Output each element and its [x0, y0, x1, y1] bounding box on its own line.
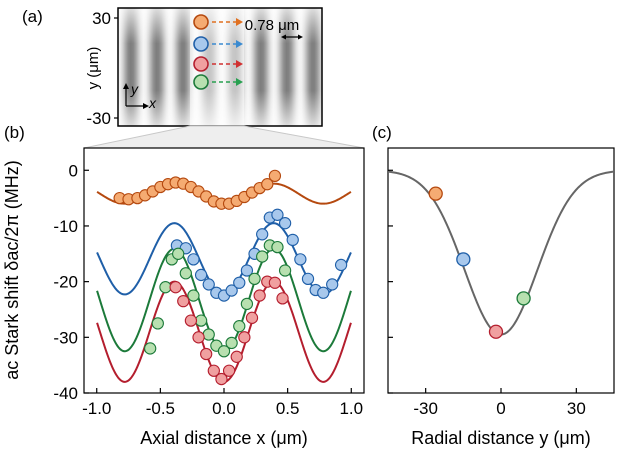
atom-marker-green [193, 74, 243, 90]
data-point-red-4 [200, 347, 213, 361]
atom-arrows [193, 14, 243, 90]
panel-a-label: (a) [22, 7, 43, 26]
data-point-blue-3 [194, 268, 208, 282]
data-point-green-15 [256, 250, 269, 263]
y-tick-label: -30 [53, 328, 78, 347]
data-point-blue-2 [187, 253, 200, 266]
y-tick-label: -10 [53, 217, 78, 236]
panel-a: (a) 30 -30 y (μm) y x 0.78 μm [22, 7, 323, 128]
atom-marker-blue [193, 36, 243, 52]
data-point-blue-7 [225, 284, 238, 297]
data-point-green-17 [271, 240, 284, 254]
data-point-green-8 [202, 328, 215, 341]
atom-marker-red [193, 56, 243, 72]
data-point-orange-20 [268, 169, 282, 182]
x-tick-label: 30 [567, 399, 586, 418]
panel-c-x-axis-title: Radial distance y (μm) [411, 428, 590, 448]
data-point-orange-19 [261, 178, 274, 191]
data-point-green-18 [278, 264, 292, 277]
data-point-red-1 [177, 294, 190, 308]
y-tick-label: -20 [53, 273, 78, 292]
data-point-green-13 [240, 297, 254, 311]
spacing-marker: 0.78 μm [245, 17, 303, 40]
panel-a-yaxis-title: y (μm) [85, 47, 102, 90]
data-point-blue-16 [294, 253, 307, 266]
data-point-green-1 [151, 317, 164, 330]
inset-x-label: x [148, 95, 157, 111]
panel-b-y-axis-title: ac Stark shift δac/2π (MHz) [2, 160, 22, 379]
data-point-red-9 [238, 331, 251, 344]
profile-point-blue [456, 252, 471, 267]
x-tick-label: -1.0 [82, 399, 111, 418]
data-point-red-10 [245, 311, 259, 324]
data-point-red-2 [184, 314, 198, 327]
panel-b: (b) -1.0 -0.5 0.0 0.5 1.0 0 -10 -20 -30 -40 Axia… [2, 123, 365, 448]
panel-c-label: (c) [372, 123, 392, 142]
data-point-green-0 [144, 342, 157, 355]
spacing-label: 0.78 μm [245, 17, 300, 34]
data-point-blue-11 [256, 228, 269, 241]
profile-point-green [516, 291, 531, 306]
zoom-guide [83, 125, 365, 149]
data-point-green-11 [225, 336, 238, 350]
x-tick-label: -0.5 [146, 399, 175, 418]
x-tick-label: 0.5 [276, 399, 300, 418]
fit-curve-blue [96, 222, 352, 296]
data-point-blue-19 [317, 286, 330, 299]
data-point-green-14 [248, 272, 261, 285]
data-point-red-11 [253, 289, 266, 302]
x-tick-label: 0.0 [212, 399, 236, 418]
data-point-red-5 [207, 364, 220, 377]
y-tick-label: 0 [69, 161, 78, 180]
profile-point-orange [428, 186, 443, 201]
data-point-blue-17 [301, 272, 315, 285]
data-point-blue-9 [240, 264, 254, 277]
data-point-blue-8 [233, 276, 246, 289]
data-point-green-7 [194, 314, 208, 327]
inset-axes: y x [123, 81, 157, 111]
data-point-green-12 [233, 320, 246, 333]
atom-marker-orange [193, 14, 243, 30]
data-point-blue-4 [202, 278, 215, 291]
data-point-green-2 [159, 281, 172, 294]
data-point-red-0 [169, 281, 182, 294]
x-tick-label: 1.0 [339, 399, 363, 418]
panel-a-ytick-top: 30 [92, 9, 111, 28]
data-point-red-7 [222, 364, 236, 377]
data-point-green-5 [179, 267, 192, 280]
data-point-red-6 [215, 372, 228, 386]
profile-point-red [488, 324, 504, 339]
data-point-red-14 [276, 292, 289, 305]
y-tick-label: -40 [53, 384, 78, 403]
data-point-green-10 [217, 345, 231, 358]
data-point-green-4 [172, 247, 185, 260]
data-point-red-3 [192, 331, 205, 344]
fringe-image [117, 7, 323, 127]
x-tick-label: -30 [413, 399, 438, 418]
data-point-green-6 [187, 289, 200, 302]
x-tick-label: 0 [496, 399, 505, 418]
data-point-blue-20 [326, 278, 339, 291]
gaussian-profile-curve [388, 170, 614, 336]
data-point-blue-21 [334, 258, 348, 272]
data-point-blue-14 [278, 217, 292, 230]
panel-c: (c) -30 0 30 Radial distance y (μm) [372, 123, 615, 448]
inset-y-label: y [130, 81, 139, 97]
panel-b-x-axis-title: Axial distance x (μm) [140, 428, 307, 448]
data-point-red-8 [230, 350, 243, 363]
panel-a-ytick-bottom: -30 [86, 109, 111, 128]
panel-b-label: (b) [4, 123, 25, 142]
data-point-blue-13 [271, 208, 284, 221]
data-point-red-13 [268, 276, 282, 289]
data-point-blue-15 [286, 233, 299, 247]
